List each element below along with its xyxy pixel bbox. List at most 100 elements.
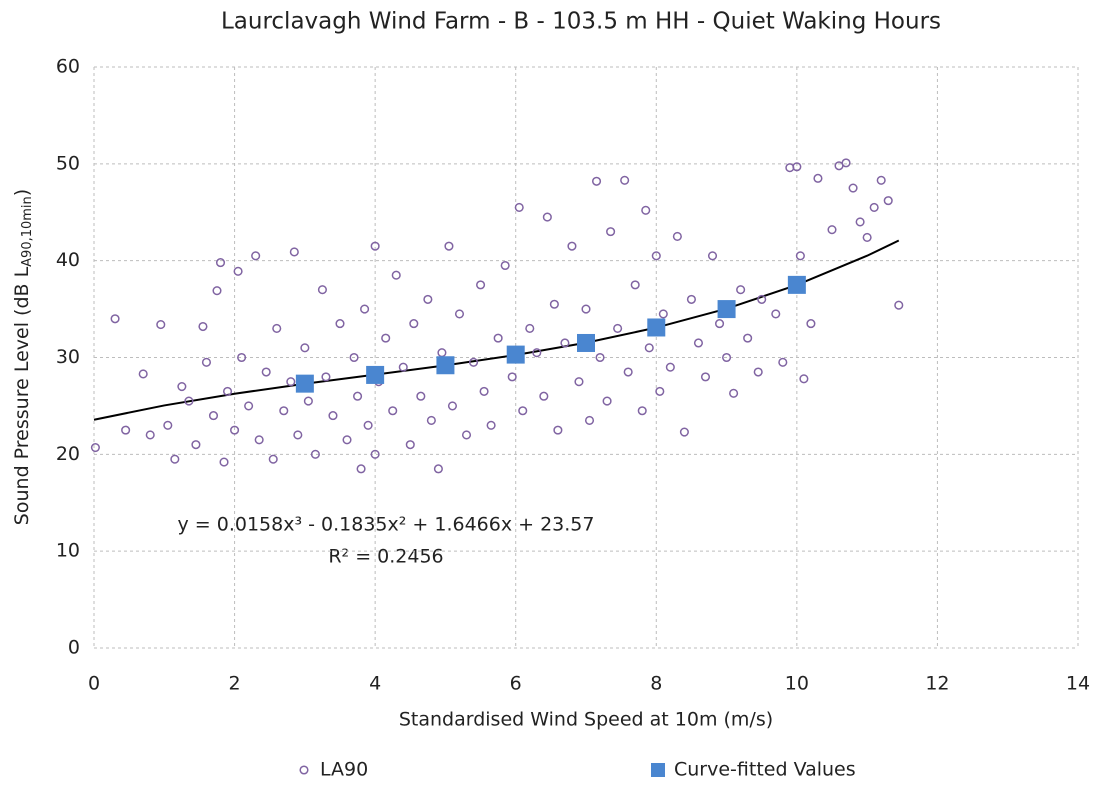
x-tick-label: 0 <box>88 673 100 695</box>
scatter-point <box>876 175 886 185</box>
scatter-point <box>156 320 166 330</box>
x-tick-label: 14 <box>1066 673 1090 695</box>
scatter-point <box>591 176 602 186</box>
scatter-point <box>163 420 173 430</box>
scatter-point <box>90 443 100 453</box>
scatter-point <box>317 285 327 295</box>
scatter-point <box>542 212 552 222</box>
scatter-point <box>437 348 447 358</box>
scatter-point <box>855 217 865 227</box>
scatter-point <box>244 401 254 411</box>
scatter-point <box>328 411 338 421</box>
scatter-point <box>894 300 904 310</box>
scatter-point <box>700 372 711 382</box>
scatter-point <box>170 454 180 464</box>
scatter-point <box>447 401 458 411</box>
scatter-point <box>356 464 366 474</box>
legend-marker <box>299 765 309 775</box>
scatter-point <box>637 406 647 416</box>
scatter-point <box>743 333 753 343</box>
fitted-point <box>506 345 525 364</box>
y-tick-label: 0 <box>68 637 80 659</box>
scatter-point <box>841 158 851 168</box>
scatter-point <box>486 420 496 430</box>
fitted-point <box>295 374 314 393</box>
scatter-point <box>549 299 559 309</box>
y-label-sub: A90,10min <box>20 196 35 267</box>
legend-label: Curve-fitted Values <box>674 759 856 781</box>
y-tick-label: 50 <box>56 152 80 174</box>
scatter-point <box>388 406 398 416</box>
scatter-point <box>212 286 222 296</box>
scatter-point <box>479 386 489 396</box>
fitted-point <box>436 356 455 375</box>
chart-title: Laurclavagh Wind Farm - B - 103.5 m HH -… <box>221 9 941 35</box>
scatter-point <box>360 304 370 314</box>
scatter-point <box>827 225 837 235</box>
scatter-point <box>714 319 725 329</box>
scatter-point <box>433 464 443 474</box>
y-axis-label: Sound Pressure Level (dB LA90,10min) <box>11 189 35 525</box>
scatter-point <box>177 382 187 392</box>
legend-marker <box>651 763 665 777</box>
fitted-point <box>577 333 595 352</box>
scatter-point <box>342 435 352 445</box>
y-tick-label: 40 <box>56 249 80 271</box>
scatter-point <box>560 338 570 348</box>
scatter-point <box>268 454 278 464</box>
scatter-point <box>518 406 528 416</box>
scatter-point <box>729 388 739 398</box>
scatter-point <box>613 323 623 334</box>
scatter-point <box>623 367 633 377</box>
scatter-point <box>722 352 732 363</box>
scatter-point <box>771 309 781 319</box>
scatter-point <box>219 457 229 467</box>
r-squared: R² = 0.2456 <box>328 546 443 568</box>
scatter-point <box>644 343 654 353</box>
x-axis-label: Standardised Wind Speed at 10m (m/s) <box>399 709 773 731</box>
scatter-point <box>862 232 872 242</box>
scatter-point <box>370 449 380 459</box>
scatter-point <box>567 241 577 251</box>
y-tick-label: 20 <box>56 443 80 465</box>
fitted-point <box>717 300 736 319</box>
scatter-point <box>753 367 763 377</box>
equation: y = 0.0158x³ - 0.1835x² + 1.6466x + 23.5… <box>178 514 595 536</box>
scatter-point <box>476 280 486 290</box>
scatter-point <box>426 415 436 425</box>
scatter-point <box>237 352 247 363</box>
scatter-point <box>370 241 380 251</box>
scatter-point <box>778 357 788 367</box>
fitted-point <box>647 318 666 337</box>
scatter-point <box>679 427 689 437</box>
scatter-point <box>736 285 746 295</box>
x-tick-label: 6 <box>510 673 522 695</box>
scatter-point <box>584 415 595 425</box>
scatter-point <box>493 333 503 343</box>
scatter-point <box>795 251 805 261</box>
scatter-point <box>230 425 240 435</box>
scatter-point <box>813 173 823 183</box>
legend-label: LA90 <box>320 759 368 781</box>
y-tick-label: 10 <box>56 540 80 562</box>
scatter-point <box>869 202 879 212</box>
scatter-point <box>630 280 640 290</box>
scatter-point <box>553 425 563 435</box>
scatter-point <box>686 294 696 304</box>
scatter-point <box>641 205 651 215</box>
x-tick-label: 8 <box>650 673 662 695</box>
scatter-point <box>416 391 426 401</box>
x-tick-label: 10 <box>785 673 809 695</box>
scatter-point <box>468 357 479 367</box>
scatter-point <box>184 396 194 406</box>
scatter-point <box>423 294 433 304</box>
scatter-point <box>289 247 299 257</box>
scatter-point <box>581 304 591 314</box>
scatter-point <box>251 251 261 261</box>
scatter-point <box>883 196 893 206</box>
scatter-point <box>574 377 584 387</box>
scatter-point <box>321 372 331 382</box>
scatter-point <box>514 202 524 212</box>
